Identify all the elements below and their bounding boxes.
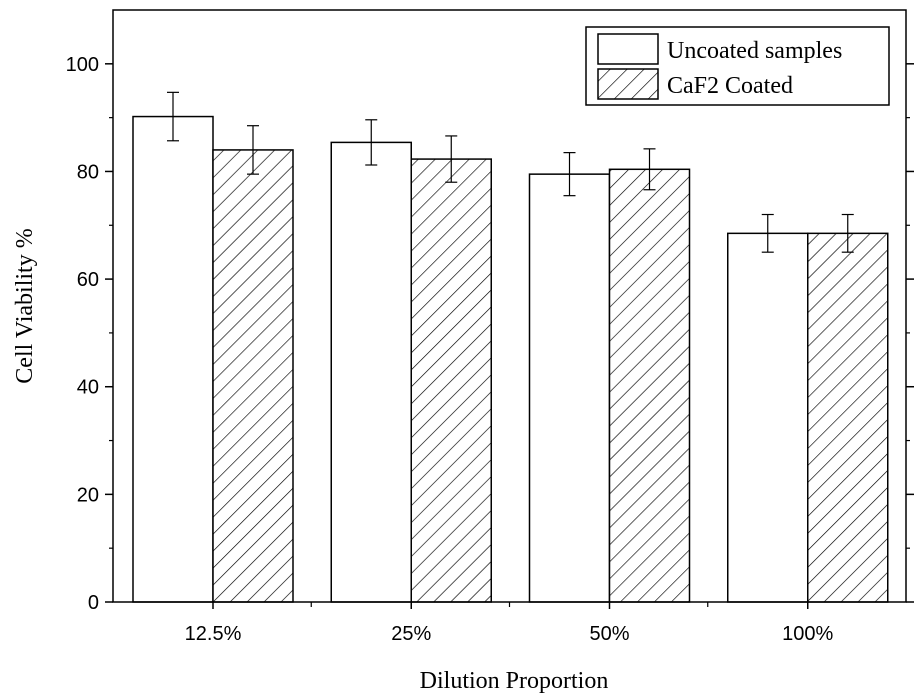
legend: Uncoated samples CaF2 Coated <box>585 26 890 106</box>
plot-area: 0 20 40 60 80 100 12.5% 25% 50% 100% <box>66 9 914 645</box>
bar-coated-0 <box>212 149 294 603</box>
x-axis: 12.5% 25% 50% 100% <box>185 602 834 645</box>
legend-label-uncoated: Uncoated samples <box>667 38 842 64</box>
y-tick-label-2: 40 <box>77 377 99 399</box>
bar-uncoated-1 <box>330 141 412 603</box>
y-axis-title: Cell Viability % <box>12 228 38 383</box>
x-tick-label-0: 12.5% <box>185 623 242 645</box>
y-tick-label-1: 20 <box>77 484 99 506</box>
legend-swatch-coated <box>597 68 659 100</box>
y-tick-label-0: 0 <box>88 592 99 614</box>
y-tick-label-5: 100 <box>66 54 99 76</box>
x-tick-label-1: 25% <box>391 623 431 645</box>
legend-label-coated: CaF2 Coated <box>667 73 793 99</box>
y-axis: 0 20 40 60 80 100 <box>66 54 914 614</box>
bar-coated-1 <box>410 158 492 603</box>
y-tick-label-3: 60 <box>77 269 99 291</box>
bars-group <box>132 115 889 603</box>
bar-coated-2 <box>608 168 691 603</box>
legend-swatch-uncoated <box>597 33 659 65</box>
bar-uncoated-3 <box>727 232 809 603</box>
x-tick-label-3: 100% <box>782 623 833 645</box>
x-axis-title: Dilution Proportion <box>420 668 609 694</box>
error-bars-group <box>167 91 854 253</box>
bar-coated-3 <box>807 232 889 603</box>
bar-uncoated-2 <box>528 173 611 603</box>
bar-uncoated-0 <box>132 115 214 603</box>
y-tick-label-4: 80 <box>77 161 99 183</box>
x-tick-label-2: 50% <box>589 623 629 645</box>
